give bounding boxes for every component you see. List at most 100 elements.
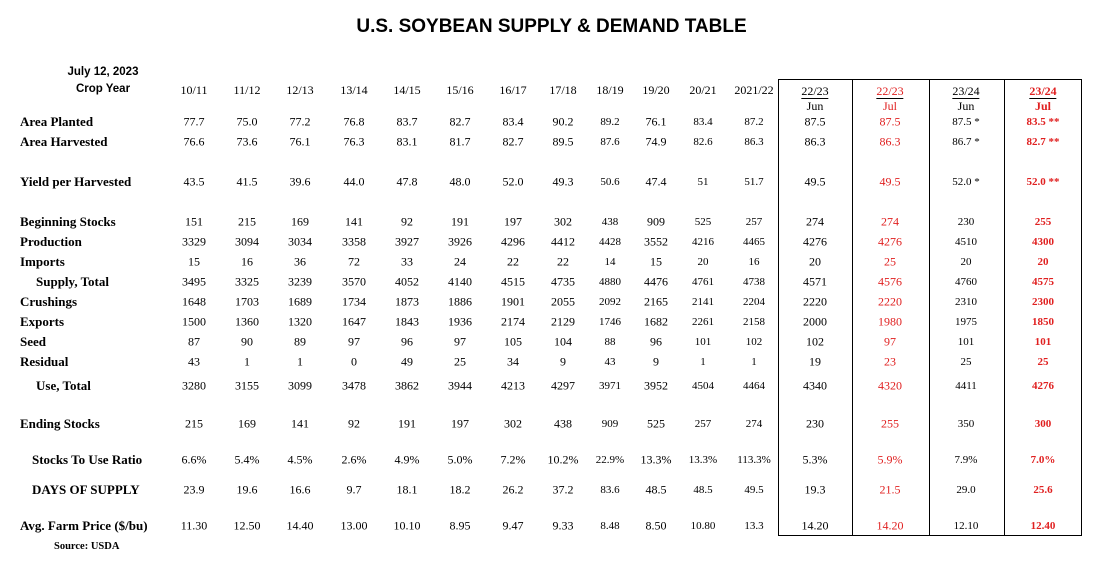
estimate-cell: 4300: [1032, 236, 1054, 248]
table-cell: 4761: [692, 276, 714, 288]
table-cell: 3358: [342, 234, 366, 249]
row-label: Yield per Harvested: [20, 174, 132, 189]
table-cell: 101: [694, 336, 712, 348]
table-cell: 1320: [288, 314, 312, 329]
estimate-cell: 4276: [803, 234, 827, 249]
table-cell: 12.50: [233, 518, 261, 533]
table-cell: 525: [647, 416, 665, 431]
table-cell: 2261: [692, 316, 714, 328]
estimate-cell: 2310: [955, 296, 977, 308]
table-cell: 9.7: [346, 482, 362, 497]
table-cell: 50.6: [600, 176, 620, 188]
table-cell: 3280: [182, 378, 206, 393]
table-cell: 1648: [182, 294, 206, 309]
table-cell: 49.3: [552, 174, 574, 189]
table-cell: 4.5%: [287, 452, 313, 467]
estimate-cell: 87.5: [879, 114, 901, 129]
estimate-header-month: Jun: [952, 98, 980, 113]
estimate-cell: 2000: [803, 314, 827, 329]
table-cell: 4476: [644, 274, 668, 289]
estimate-cell: 19.3: [804, 482, 826, 497]
table-cell: 1936: [448, 314, 472, 329]
table-cell: 76.1: [289, 134, 311, 149]
estimate-cell: 25: [960, 356, 972, 368]
table-cell: 4465: [743, 236, 765, 248]
year-header: 20/21: [689, 83, 717, 97]
table-cell: 2141: [692, 296, 714, 308]
table-cell: 4504: [692, 380, 714, 392]
estimate-cell: 19: [809, 354, 821, 369]
estimate-header: 22/23 Jun: [801, 84, 829, 113]
table-cell: 3944: [448, 378, 472, 393]
estimate-cell: 86.3: [879, 134, 901, 149]
table-cell: 15: [650, 254, 662, 269]
table-cell: 4216: [692, 236, 714, 248]
row-label: Avg. Farm Price ($/bu): [20, 518, 148, 533]
estimate-cell: 4575: [1032, 276, 1054, 288]
table-cell: 13.00: [340, 518, 368, 533]
table-cell: 14.40: [286, 518, 314, 533]
table-cell: 33: [401, 254, 413, 269]
year-header: 17/18: [549, 83, 577, 97]
table-cell: 51: [697, 176, 709, 188]
table-cell: 18.2: [449, 482, 471, 497]
year-header: 10/11: [180, 83, 208, 97]
table-cell: 2092: [599, 296, 621, 308]
table-cell: 43: [188, 354, 200, 369]
table-cell: 88: [604, 336, 616, 348]
table-cell: 39.6: [289, 174, 311, 189]
table-cell: 87: [188, 334, 200, 349]
estimate-cell: 83.5 **: [1026, 116, 1060, 128]
table-cell: 2055: [551, 294, 575, 309]
table-cell: 3926: [448, 234, 472, 249]
table-cell: 3952: [644, 378, 668, 393]
table-cell: 34: [507, 354, 519, 369]
table-cell: 4428: [599, 236, 621, 248]
table-cell: 3239: [288, 274, 312, 289]
row-label: Area Harvested: [20, 134, 108, 149]
estimate-cell: 52.0 **: [1026, 176, 1060, 188]
table-cell: 76.6: [183, 134, 205, 149]
estimate-header-month: Jun: [801, 98, 829, 113]
estimate-cell: 12.40: [1030, 520, 1056, 532]
table-cell: 76.1: [645, 114, 667, 129]
estimate-header-year: 23/24: [1029, 84, 1057, 98]
table-cell: 36: [294, 254, 306, 269]
table-cell: 1: [751, 356, 757, 368]
table-cell: 73.6: [236, 134, 258, 149]
table-cell: 1843: [395, 314, 419, 329]
table-cell: 4880: [599, 276, 621, 288]
estimate-cell: 52.0 *: [952, 176, 980, 188]
table-cell: 4738: [743, 276, 765, 288]
table-cell: 8.50: [645, 518, 667, 533]
estimate-cell: 2300: [1032, 296, 1054, 308]
table-cell: 14: [604, 256, 616, 268]
table-cell: 16.6: [289, 482, 311, 497]
year-header: 13/14: [340, 83, 368, 97]
estimate-cell: 4576: [878, 274, 902, 289]
table-cell: 3325: [235, 274, 259, 289]
table-cell: 96: [401, 334, 413, 349]
estimate-cell: 49.5: [879, 174, 901, 189]
table-cell: 9: [653, 354, 659, 369]
table-cell: 20: [697, 256, 709, 268]
estimate-cell: 5.3%: [802, 452, 828, 467]
table-cell: 87.2: [744, 116, 764, 128]
estimate-cell: 23: [884, 354, 896, 369]
table-cell: 2204: [743, 296, 765, 308]
estimate-cell: 20: [809, 254, 821, 269]
table-title: U.S. SOYBEAN SUPPLY & DEMAND TABLE: [356, 16, 747, 37]
table-cell: 90.2: [552, 114, 574, 129]
table-cell: 52.0: [502, 174, 524, 189]
estimate-cell: 300: [1034, 418, 1052, 430]
table-cell: 4296: [501, 234, 525, 249]
estimate-cell: 49.5: [804, 174, 826, 189]
estimate-cell: 20: [960, 256, 972, 268]
year-header: 12/13: [286, 83, 314, 97]
table-cell: 77.2: [289, 114, 311, 129]
row-label: Exports: [20, 314, 65, 329]
table-cell: 82.6: [693, 136, 713, 148]
estimate-cell: 5.9%: [877, 452, 903, 467]
row-label: Supply, Total: [36, 274, 109, 289]
table-cell: 10.2%: [547, 452, 579, 467]
